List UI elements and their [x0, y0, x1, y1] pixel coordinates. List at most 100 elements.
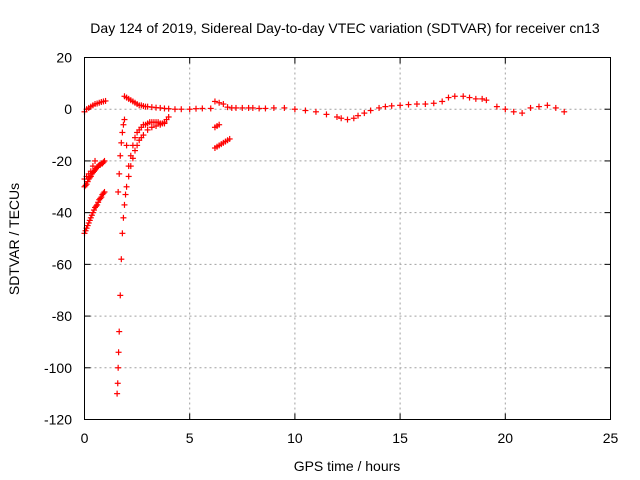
data-point	[291, 106, 298, 113]
data-point	[376, 104, 383, 111]
data-point	[413, 101, 420, 108]
data-point	[451, 93, 458, 100]
data-point	[338, 115, 345, 122]
data-point	[140, 132, 147, 139]
data-point	[121, 116, 128, 123]
x-tick-label: 10	[287, 430, 303, 446]
data-point	[116, 170, 123, 177]
data-point	[89, 163, 96, 170]
series-recovery-arc-b	[114, 120, 168, 397]
data-point	[302, 107, 309, 114]
data-point	[439, 98, 446, 105]
data-point	[344, 116, 351, 123]
data-point	[312, 108, 319, 115]
data-point	[519, 110, 526, 117]
data-point	[144, 126, 151, 133]
grid-layer	[84, 57, 611, 420]
data-point	[178, 106, 185, 113]
data-point	[249, 104, 256, 111]
data-point	[87, 168, 94, 175]
data-point	[120, 214, 127, 221]
data-point	[186, 106, 193, 113]
data-point	[122, 191, 129, 198]
y-tick-label: -40	[52, 205, 72, 221]
y-tick-label: -20	[52, 153, 72, 169]
series-segment-near-6-7-b	[211, 121, 223, 131]
data-point	[445, 94, 452, 101]
data-point	[165, 105, 172, 112]
data-point	[127, 163, 134, 170]
plot-frame	[84, 57, 611, 420]
data-point	[123, 183, 130, 190]
data-point	[527, 104, 534, 111]
data-point	[129, 155, 136, 162]
y-tick-label: -120	[44, 412, 72, 428]
data-point	[123, 142, 130, 149]
data-point	[422, 101, 429, 108]
data-point	[199, 105, 206, 112]
data-point	[171, 106, 178, 113]
series-early-track-b	[81, 157, 108, 190]
data-point	[102, 97, 109, 104]
data-point	[323, 111, 330, 118]
data-point	[153, 123, 160, 130]
data-point	[552, 104, 559, 111]
data-point	[367, 107, 374, 114]
data-point	[256, 105, 263, 112]
series-recovery-arc-a	[115, 113, 172, 195]
data-point	[239, 104, 246, 111]
data-point	[382, 103, 389, 110]
data-point	[493, 103, 500, 110]
data-point	[460, 93, 467, 100]
data-point	[86, 174, 93, 181]
data-point	[114, 380, 121, 387]
data-point	[211, 98, 218, 105]
data-point	[397, 102, 404, 109]
data-point	[119, 230, 126, 237]
data-point	[405, 101, 412, 108]
data-point	[430, 100, 437, 107]
data-point	[472, 95, 479, 102]
x-tick-label: 15	[392, 430, 408, 446]
data-point	[502, 106, 509, 113]
y-tick-label: 0	[64, 101, 72, 117]
data-point	[100, 159, 107, 166]
y-tick-label: -60	[52, 256, 72, 272]
x-tick-label: 25	[603, 430, 619, 446]
data-point	[161, 120, 168, 127]
data-point	[281, 104, 288, 111]
x-tick-label: 5	[186, 430, 194, 446]
data-point	[535, 103, 542, 110]
y-axis-label: SDTVAR / TECUs	[6, 183, 22, 295]
data-point	[101, 188, 108, 195]
x-tick-label: 20	[498, 430, 514, 446]
data-point	[97, 195, 104, 202]
data-point	[157, 121, 164, 128]
y-tick-label: -100	[44, 360, 72, 376]
tick-labels: 0 5 10 15 20 25 20 0 -20 -40 -60 -80 -100 -120	[44, 50, 619, 447]
data-point	[120, 121, 127, 128]
data-point	[114, 390, 121, 397]
data-point	[361, 110, 368, 117]
data-point	[270, 104, 277, 111]
data-point	[131, 134, 138, 141]
data-point	[119, 129, 126, 136]
data-point	[82, 182, 89, 189]
y-tick-label: 20	[56, 50, 72, 66]
data-point	[232, 104, 239, 111]
x-tick-label: 0	[81, 430, 89, 446]
data-point	[93, 203, 100, 210]
data-point	[216, 99, 223, 106]
data-point	[118, 256, 125, 263]
data-point	[207, 105, 214, 112]
data-point	[510, 108, 517, 115]
data-points	[81, 93, 568, 397]
data-point	[466, 94, 473, 101]
data-point	[355, 112, 362, 119]
data-point	[101, 157, 108, 164]
data-point	[224, 104, 231, 111]
data-point	[216, 121, 223, 128]
data-point	[479, 95, 486, 102]
data-point	[193, 105, 200, 112]
